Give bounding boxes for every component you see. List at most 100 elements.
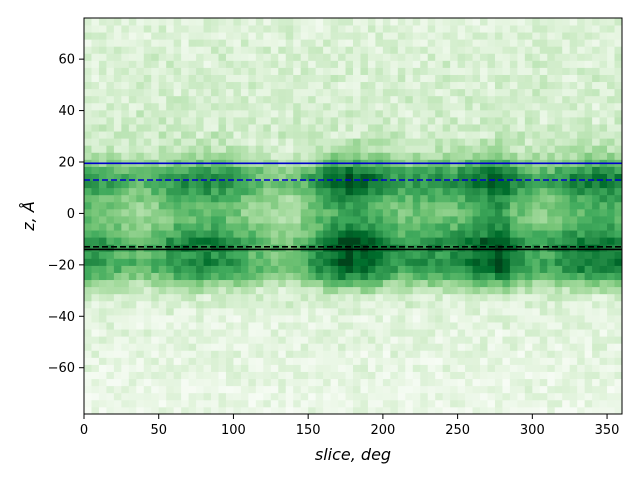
heatmap-cell bbox=[151, 173, 160, 182]
heatmap-cell bbox=[211, 357, 219, 365]
heatmap-cell bbox=[91, 88, 100, 97]
heatmap-cell bbox=[98, 131, 107, 139]
heatmap-cell bbox=[166, 117, 175, 125]
heatmap-cell bbox=[480, 102, 488, 111]
heatmap-cell bbox=[338, 95, 346, 104]
heatmap-cell bbox=[263, 46, 272, 54]
heatmap-cell bbox=[577, 39, 586, 47]
heatmap-cell bbox=[143, 350, 152, 358]
heatmap-cell bbox=[457, 117, 466, 125]
heatmap-cell bbox=[84, 265, 92, 273]
heatmap-cell bbox=[308, 46, 317, 54]
heatmap-cell bbox=[412, 88, 421, 97]
heatmap-cell bbox=[91, 53, 100, 61]
heatmap-cell bbox=[487, 258, 496, 266]
heatmap-cell bbox=[405, 350, 414, 358]
heatmap-cell bbox=[121, 406, 130, 414]
heatmap-cell bbox=[524, 251, 533, 259]
heatmap-cell bbox=[98, 46, 107, 54]
heatmap-cell bbox=[614, 406, 622, 414]
heatmap-cell bbox=[353, 131, 361, 139]
heatmap-cell bbox=[166, 187, 175, 196]
heatmap-cell bbox=[188, 208, 197, 217]
heatmap-cell bbox=[158, 392, 167, 401]
heatmap-cell bbox=[420, 385, 429, 394]
heatmap-cell bbox=[196, 392, 204, 401]
heatmap-cell bbox=[435, 67, 444, 75]
heatmap-cell bbox=[524, 25, 533, 33]
heatmap-cell bbox=[517, 385, 526, 394]
heatmap-cell bbox=[367, 315, 376, 323]
heatmap-cell bbox=[285, 385, 294, 394]
heatmap-cell bbox=[375, 392, 384, 401]
heatmap-cell bbox=[278, 208, 287, 217]
heatmap-cell bbox=[188, 350, 197, 358]
heatmap-cell bbox=[450, 208, 459, 217]
heatmap-cell bbox=[136, 187, 145, 196]
heatmap-cell bbox=[360, 53, 369, 61]
heatmap-cell bbox=[457, 95, 466, 104]
heatmap-cell bbox=[225, 251, 234, 259]
heatmap-cell bbox=[457, 272, 466, 281]
heatmap-cell bbox=[98, 117, 107, 125]
heatmap-cell bbox=[285, 173, 294, 182]
heatmap-cell bbox=[91, 117, 100, 125]
heatmap-cell bbox=[218, 208, 227, 217]
heatmap-cell bbox=[435, 208, 444, 217]
heatmap-cell bbox=[382, 378, 391, 387]
heatmap-cell bbox=[308, 315, 317, 323]
heatmap-cell bbox=[382, 32, 391, 40]
heatmap-cell bbox=[248, 357, 257, 365]
heatmap-cell bbox=[98, 378, 107, 387]
heatmap-cell bbox=[323, 201, 331, 210]
heatmap-cell bbox=[106, 39, 115, 47]
heatmap-cell bbox=[390, 385, 399, 394]
heatmap-cell bbox=[390, 399, 399, 408]
heatmap-cell bbox=[308, 322, 317, 330]
heatmap-cell bbox=[136, 223, 145, 231]
heatmap-cell bbox=[240, 74, 249, 83]
heatmap-cell bbox=[435, 279, 444, 288]
heatmap-cell bbox=[240, 67, 249, 75]
heatmap-cell bbox=[442, 166, 451, 174]
heatmap-cell bbox=[345, 201, 354, 210]
heatmap-cell bbox=[98, 60, 107, 68]
heatmap-cell bbox=[285, 272, 294, 281]
heatmap-cell bbox=[300, 180, 309, 189]
heatmap-cell bbox=[569, 286, 578, 295]
heatmap-cell bbox=[166, 378, 175, 387]
heatmap-cell bbox=[128, 60, 137, 68]
heatmap-cell bbox=[547, 392, 556, 401]
heatmap-cell bbox=[539, 279, 548, 288]
heatmap-cell bbox=[509, 131, 518, 139]
heatmap-cell bbox=[203, 364, 212, 372]
heatmap-cell bbox=[592, 88, 600, 97]
heatmap-cell bbox=[554, 307, 563, 316]
heatmap-cell bbox=[569, 180, 578, 189]
heatmap-cell bbox=[517, 265, 526, 273]
heatmap-cell bbox=[562, 18, 571, 26]
heatmap-cell bbox=[607, 109, 615, 118]
heatmap-cell bbox=[293, 293, 302, 302]
heatmap-cell bbox=[494, 95, 503, 104]
heatmap-cell bbox=[225, 117, 234, 125]
heatmap-cell bbox=[405, 39, 414, 47]
heatmap-cell bbox=[375, 399, 384, 408]
heatmap-cell bbox=[323, 371, 331, 380]
heatmap-cell bbox=[457, 25, 466, 33]
heatmap-cell bbox=[196, 350, 204, 358]
heatmap-cell bbox=[270, 265, 279, 273]
heatmap-cell bbox=[584, 350, 593, 358]
heatmap-cell bbox=[517, 145, 526, 153]
heatmap-cell bbox=[442, 131, 451, 139]
heatmap-cell bbox=[263, 201, 272, 210]
heatmap-cell bbox=[173, 244, 182, 252]
heatmap-cell bbox=[532, 392, 541, 401]
heatmap-cell bbox=[599, 74, 608, 83]
heatmap-cell bbox=[121, 371, 130, 380]
heatmap-cell bbox=[375, 223, 384, 231]
heatmap-cell bbox=[524, 230, 533, 238]
heatmap-cell bbox=[487, 201, 496, 210]
heatmap-cell bbox=[270, 95, 279, 104]
heatmap-cell bbox=[121, 322, 130, 330]
